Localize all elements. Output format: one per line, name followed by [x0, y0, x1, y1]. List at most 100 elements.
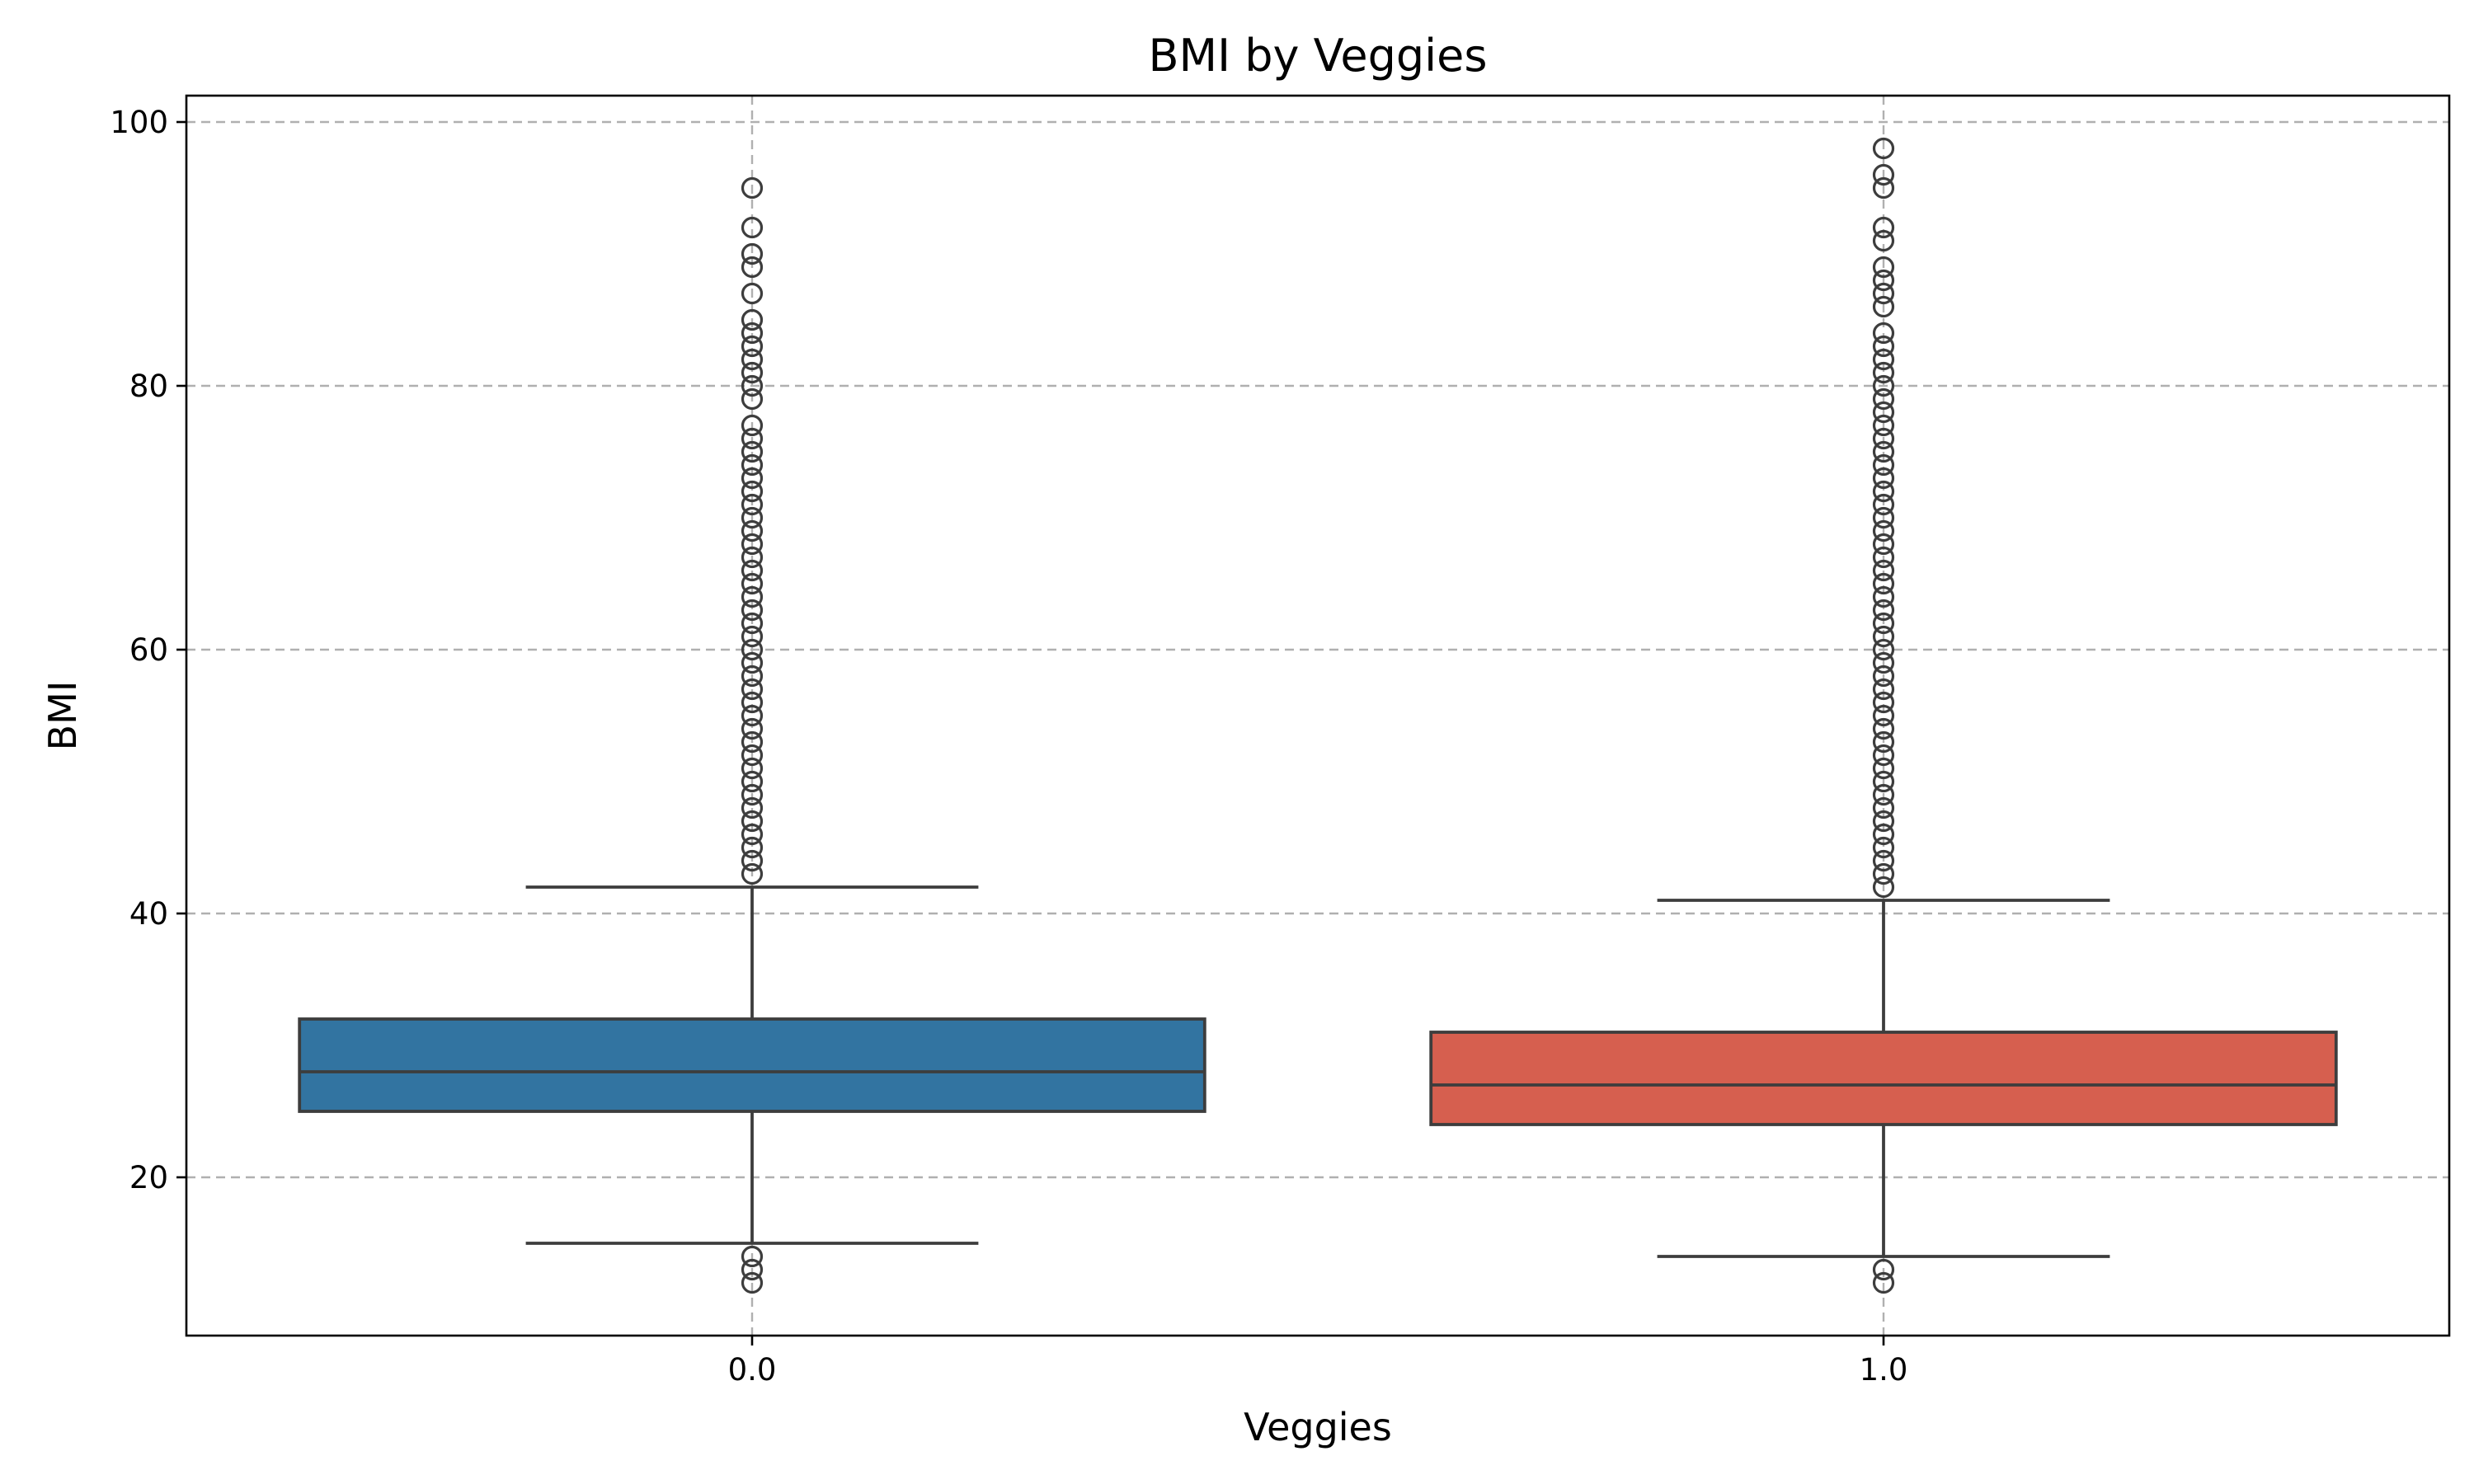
outlier-point [1872, 427, 1895, 450]
outlier-point [1872, 691, 1895, 714]
outlier-point [741, 308, 764, 331]
outlier-point [741, 1258, 764, 1281]
outlier-point [1872, 176, 1895, 200]
outlier-point [741, 862, 764, 885]
axis-ticks: 20 40 60 80 100 0.0 1.0 [110, 105, 1907, 1388]
outlier-point [1872, 796, 1895, 819]
outlier-point [741, 414, 764, 437]
x-axis-label: Veggies [1244, 1405, 1392, 1449]
outlier-point [1872, 625, 1895, 648]
outlier-point [1872, 783, 1895, 806]
y-axis-label: BMI [40, 681, 85, 751]
outlier-point [1872, 678, 1895, 701]
outlier-point [1872, 704, 1895, 727]
outlier-point [741, 242, 764, 265]
outlier-point [1872, 401, 1895, 424]
outlier-point [1872, 519, 1895, 542]
outlier-point [1872, 744, 1895, 767]
outlier-point [741, 427, 764, 450]
outlier-point [1872, 282, 1895, 305]
outlier-point [741, 849, 764, 872]
outlier-point [1872, 836, 1895, 859]
outlier-point [1872, 387, 1895, 411]
chart-title: BMI by Veggies [1148, 30, 1487, 82]
outlier-point [1872, 862, 1895, 885]
outlier-point [741, 348, 764, 371]
outlier-point [1872, 269, 1895, 292]
outlier-point [741, 453, 764, 477]
outlier-point [741, 585, 764, 608]
outlier-point [1872, 374, 1895, 397]
outlier-point [1872, 572, 1895, 595]
outlier-point [1872, 585, 1895, 608]
outlier-point [1872, 453, 1895, 477]
outlier-point [741, 796, 764, 819]
outlier-point [741, 335, 764, 358]
outlier-point [1872, 757, 1895, 780]
outlier-point [1872, 322, 1895, 345]
outlier-point [1872, 480, 1895, 503]
plot-frame [185, 94, 2451, 1337]
outlier-point [741, 440, 764, 463]
outlier-point [741, 612, 764, 635]
outlier-point [741, 704, 764, 727]
y-tick-label: 40 [129, 896, 168, 932]
box-group-0-0 [298, 176, 1206, 1294]
outlier-point [741, 480, 764, 503]
outlier-point [1872, 717, 1895, 740]
outlier-point [741, 691, 764, 714]
outlier-point [741, 717, 764, 740]
outlier-point [1872, 849, 1895, 872]
outlier-point [741, 176, 764, 200]
outlier-point [741, 282, 764, 305]
outlier-point [741, 625, 764, 648]
outlier-point [1872, 506, 1895, 529]
outlier-point [741, 730, 764, 754]
outlier-point [741, 1271, 764, 1294]
outlier-point [741, 638, 764, 661]
outlier-point [741, 770, 764, 793]
outlier-point [1872, 612, 1895, 635]
outlier-point [741, 387, 764, 411]
outlier-point [1872, 493, 1895, 516]
outlier-point [1872, 163, 1895, 186]
outlier-point [1872, 730, 1895, 754]
outlier-point [741, 599, 764, 622]
outlier-point [1872, 414, 1895, 437]
outlier-point [1872, 295, 1895, 318]
outlier-point [741, 361, 764, 384]
outlier-point [741, 1245, 764, 1268]
y-tick-label: 20 [129, 1160, 168, 1195]
outlier-point [1872, 361, 1895, 384]
iqr-box [1429, 1031, 2338, 1126]
box-series [298, 137, 2338, 1294]
outlier-point [1872, 665, 1895, 688]
outlier-point [1872, 559, 1895, 582]
x-tick-label: 1.0 [1860, 1352, 1908, 1388]
outlier-point [1872, 810, 1895, 833]
outlier-point [1872, 348, 1895, 371]
outlier-point [741, 823, 764, 846]
outlier-point [1872, 651, 1895, 674]
outlier-point [1872, 1258, 1895, 1281]
outlier-point [741, 783, 764, 806]
grid-lines [186, 96, 2449, 1336]
outlier-point [741, 467, 764, 490]
outlier-point [1872, 256, 1895, 279]
x-tick-label: 0.0 [728, 1352, 777, 1388]
outlier-point [1872, 1271, 1895, 1294]
outlier-point [741, 744, 764, 767]
y-tick-label: 60 [129, 632, 168, 668]
outlier-point [741, 374, 764, 397]
outlier-point [1872, 440, 1895, 463]
box-group-1-0 [1429, 137, 2338, 1294]
y-tick-label: 100 [110, 105, 168, 140]
outlier-point [741, 322, 764, 345]
outlier-point [741, 519, 764, 542]
outlier-point [1872, 770, 1895, 793]
outlier-point [1872, 599, 1895, 622]
outlier-point [741, 546, 764, 569]
outlier-point [1872, 467, 1895, 490]
outlier-point [741, 559, 764, 582]
